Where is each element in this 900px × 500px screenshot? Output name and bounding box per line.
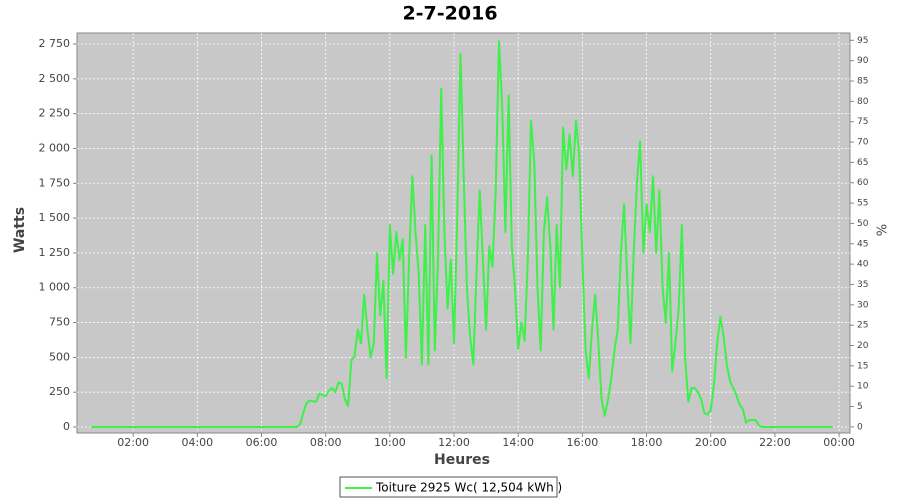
x-tick-label: 00:00 xyxy=(823,436,855,449)
y-tick-label: 2 000 xyxy=(39,141,71,154)
y2-tick-label: 45 xyxy=(857,239,868,249)
y2-tick-label: 80 xyxy=(857,97,869,107)
chart-title: 2-7-2016 xyxy=(402,3,497,25)
y-tick-label: 0 xyxy=(63,420,70,433)
y2-tick-label: 55 xyxy=(857,199,868,209)
y2-tick-label: 50 xyxy=(857,219,869,229)
y-axis-label: Watts xyxy=(12,207,28,253)
x-tick-label: 02:00 xyxy=(117,436,149,449)
x-tick-label: 08:00 xyxy=(310,436,342,449)
legend-box xyxy=(339,476,558,498)
y-tick-label: 2 250 xyxy=(39,107,71,120)
x-tick-label: 06:00 xyxy=(246,436,278,449)
x-axis-label: Heures xyxy=(434,452,490,468)
x-tick-label: 18:00 xyxy=(631,436,663,449)
legend-label: Toiture 2925 Wc( 12,504 kWh ) xyxy=(375,481,562,495)
x-tick-label: 10:00 xyxy=(374,436,406,449)
x-tick-label: 04:00 xyxy=(181,436,213,449)
y2-tick-label: 25 xyxy=(857,321,868,331)
y-tick-label: 1 750 xyxy=(39,176,71,189)
x-tick-label: 14:00 xyxy=(502,436,534,449)
y2-axis-label: % xyxy=(876,224,891,236)
y2-tick-label: 20 xyxy=(857,341,869,351)
y2-tick-label: 90 xyxy=(857,56,869,66)
x-tick-label: 12:00 xyxy=(438,436,470,449)
y-tick-label: 2 750 xyxy=(39,37,71,50)
y-tick-label: 1 250 xyxy=(39,246,71,259)
y2-tick-label: 40 xyxy=(857,260,869,270)
y-tick-label: 250 xyxy=(49,385,70,398)
plot-layer xyxy=(77,33,850,433)
y2-tick-label: 85 xyxy=(857,77,868,87)
y2-tick-label: 35 xyxy=(857,280,868,290)
y2-tick-label: 5 xyxy=(857,402,863,412)
y-tick-label: 1 000 xyxy=(39,281,71,294)
x-tick-label: 22:00 xyxy=(759,436,791,449)
y-tick-label: 1 500 xyxy=(39,211,71,224)
y2-tick-label: 10 xyxy=(857,382,869,392)
y2-tick-label: 65 xyxy=(857,158,868,168)
y2-tick-label: 70 xyxy=(857,138,869,148)
y2-tick-label: 75 xyxy=(857,117,868,127)
x-tick-label: 16:00 xyxy=(567,436,599,449)
y2-tick-label: 30 xyxy=(857,300,869,310)
plot-area xyxy=(76,32,851,434)
y2-tick-label: 60 xyxy=(857,178,869,188)
y-tick-label: 2 500 xyxy=(39,72,71,85)
y2-tick-label: 95 xyxy=(857,36,868,46)
y2-tick-label: 15 xyxy=(857,361,868,371)
y-tick-label: 750 xyxy=(49,316,70,329)
x-tick-label: 20:00 xyxy=(695,436,727,449)
y2-tick-label: 0 xyxy=(857,422,863,432)
data-line xyxy=(91,40,833,428)
y-tick-label: 500 xyxy=(49,350,70,363)
